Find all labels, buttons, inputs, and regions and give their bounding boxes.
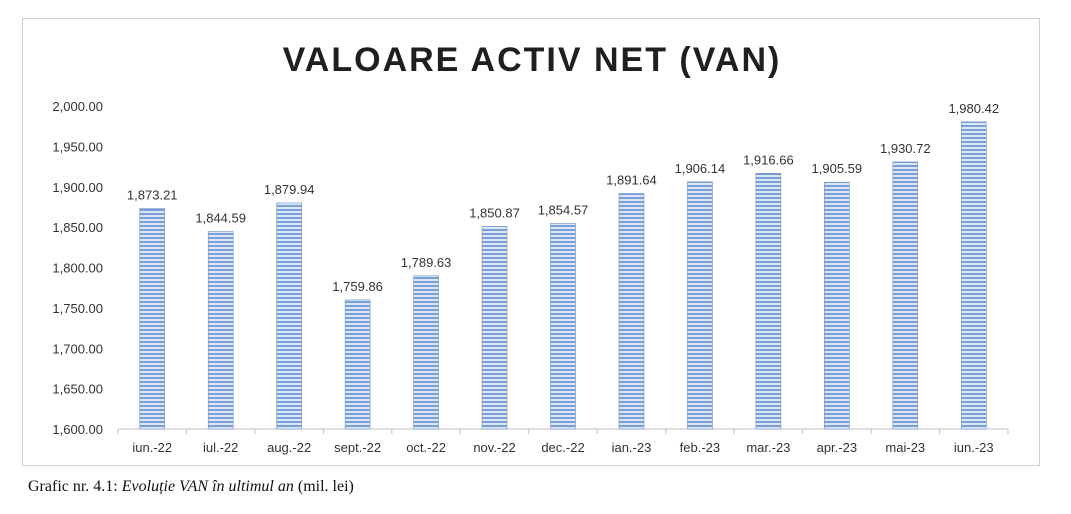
bar bbox=[344, 299, 371, 430]
bar bbox=[481, 226, 508, 430]
data-label: 1,873.21 bbox=[127, 187, 178, 202]
y-tick-label: 1,750.00 bbox=[52, 301, 103, 316]
x-tick-label: apr.-23 bbox=[817, 440, 857, 455]
bar bbox=[892, 161, 919, 430]
bar bbox=[755, 172, 782, 430]
caption-italic: Evoluție VAN în ultimul an bbox=[121, 478, 294, 495]
data-label: 1,789.63 bbox=[401, 255, 452, 270]
y-axis: 1,600.00 1,650.00 1,700.00 1,750.00 1,800.00… bbox=[52, 99, 103, 437]
x-tick-label: mai-23 bbox=[885, 440, 925, 455]
figure-caption: Grafic nr. 4.1: Evoluție VAN în ultimul … bbox=[28, 478, 354, 496]
data-label: 1,930.72 bbox=[880, 141, 931, 156]
x-tick-label: dec.-22 bbox=[541, 440, 584, 455]
data-label: 1,905.59 bbox=[812, 161, 863, 176]
caption-suffix: (mil. lei) bbox=[293, 478, 354, 495]
data-label: 1,916.66 bbox=[743, 152, 794, 167]
x-tick-label: iun.-22 bbox=[132, 440, 172, 455]
bar bbox=[413, 275, 439, 430]
bars bbox=[139, 121, 987, 430]
data-label: 1,759.86 bbox=[332, 279, 383, 294]
data-labels: 1,873.21 1,844.59 1,879.94 1,759.86 1,789.63… bbox=[127, 101, 999, 294]
y-tick-label: 1,650.00 bbox=[52, 382, 103, 397]
x-axis: iun.-22 iul.-22 aug.-22 sept.-22 oct.-22 nov.… bbox=[117, 428, 1009, 455]
data-label: 1,854.57 bbox=[538, 202, 589, 217]
data-label: 1,879.94 bbox=[264, 182, 315, 197]
bar bbox=[618, 193, 645, 430]
y-tick-label: 1,850.00 bbox=[52, 220, 103, 235]
x-tick-label: nov.-22 bbox=[473, 440, 515, 455]
y-tick-label: 1,600.00 bbox=[52, 422, 103, 437]
bar bbox=[960, 121, 987, 430]
x-tick-label: aug.-22 bbox=[267, 440, 311, 455]
y-tick-label: 2,000.00 bbox=[52, 99, 103, 114]
data-label: 1,980.42 bbox=[948, 101, 999, 116]
x-tick-label: feb.-23 bbox=[680, 440, 720, 455]
y-tick-label: 1,900.00 bbox=[52, 180, 103, 195]
y-tick-label: 1,700.00 bbox=[52, 341, 103, 356]
data-label: 1,850.87 bbox=[469, 205, 520, 220]
data-label: 1,891.64 bbox=[606, 173, 657, 188]
x-tick-label: oct.-22 bbox=[406, 440, 446, 455]
x-tick-label: iul.-22 bbox=[203, 440, 238, 455]
y-tick-label: 1,800.00 bbox=[52, 261, 103, 276]
x-tick-label: ian.-23 bbox=[612, 440, 652, 455]
bar bbox=[687, 181, 713, 430]
bar-chart: 1,600.00 1,650.00 1,700.00 1,750.00 1,800.00… bbox=[52, 99, 1009, 455]
data-label: 1,906.14 bbox=[675, 161, 726, 176]
bar bbox=[139, 208, 166, 430]
bar bbox=[207, 231, 234, 430]
bar bbox=[276, 202, 302, 430]
chart-title: VALOARE ACTIV NET (VAN) bbox=[282, 41, 782, 79]
x-tick-label: iun.-23 bbox=[954, 440, 994, 455]
x-tick-label: mar.-23 bbox=[746, 440, 790, 455]
x-tick-label: sept.-22 bbox=[334, 440, 381, 455]
y-tick-label: 1,950.00 bbox=[52, 139, 103, 154]
chart-frame: VALOARE ACTIV NET (VAN) 1,600.00 1,650.00… bbox=[22, 18, 1040, 466]
caption-prefix: Grafic nr. 4.1: bbox=[28, 478, 122, 495]
bar bbox=[550, 223, 576, 430]
data-label: 1,844.59 bbox=[195, 210, 246, 225]
bar bbox=[824, 181, 850, 430]
